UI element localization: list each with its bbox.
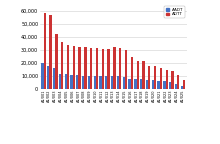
Bar (84, 48, 87, 89)
Bar (125, 50, 127, 89)
Bar (105, 76, 108, 89)
Bar (134, 79, 137, 89)
Bar (90, 48, 92, 89)
Bar (175, 84, 177, 89)
Bar (73, 46, 75, 89)
Bar (152, 80, 154, 89)
Bar (88, 76, 90, 89)
Bar (157, 81, 160, 89)
Bar (64, 74, 67, 89)
Bar (55, 34, 58, 89)
Bar (181, 86, 183, 89)
Legend: AADT, ADTT: AADT, ADTT (164, 6, 185, 18)
Bar (128, 79, 131, 89)
Bar (44, 14, 46, 89)
Bar (177, 75, 180, 89)
Bar (67, 45, 69, 89)
Bar (131, 57, 133, 89)
Bar (59, 74, 61, 89)
Bar (137, 60, 139, 89)
Bar (53, 68, 55, 89)
Bar (171, 71, 174, 89)
Bar (82, 76, 84, 89)
Bar (50, 15, 52, 89)
Bar (108, 49, 110, 89)
Bar (79, 47, 81, 89)
Bar (70, 75, 73, 89)
Bar (169, 82, 171, 89)
Bar (117, 76, 119, 89)
Bar (148, 66, 150, 89)
Bar (142, 60, 145, 89)
Bar (41, 63, 44, 89)
Bar (96, 48, 98, 89)
Bar (61, 42, 63, 89)
Bar (99, 76, 102, 89)
Bar (47, 66, 50, 89)
Bar (76, 75, 79, 89)
Bar (160, 68, 162, 89)
Bar (123, 77, 125, 89)
Bar (119, 48, 121, 89)
Bar (154, 66, 156, 89)
Bar (140, 79, 142, 89)
Bar (165, 70, 168, 89)
Bar (146, 80, 148, 89)
Bar (111, 76, 113, 89)
Bar (163, 82, 165, 89)
Bar (94, 76, 96, 89)
Bar (183, 80, 185, 89)
Bar (113, 48, 116, 89)
Bar (102, 49, 104, 89)
